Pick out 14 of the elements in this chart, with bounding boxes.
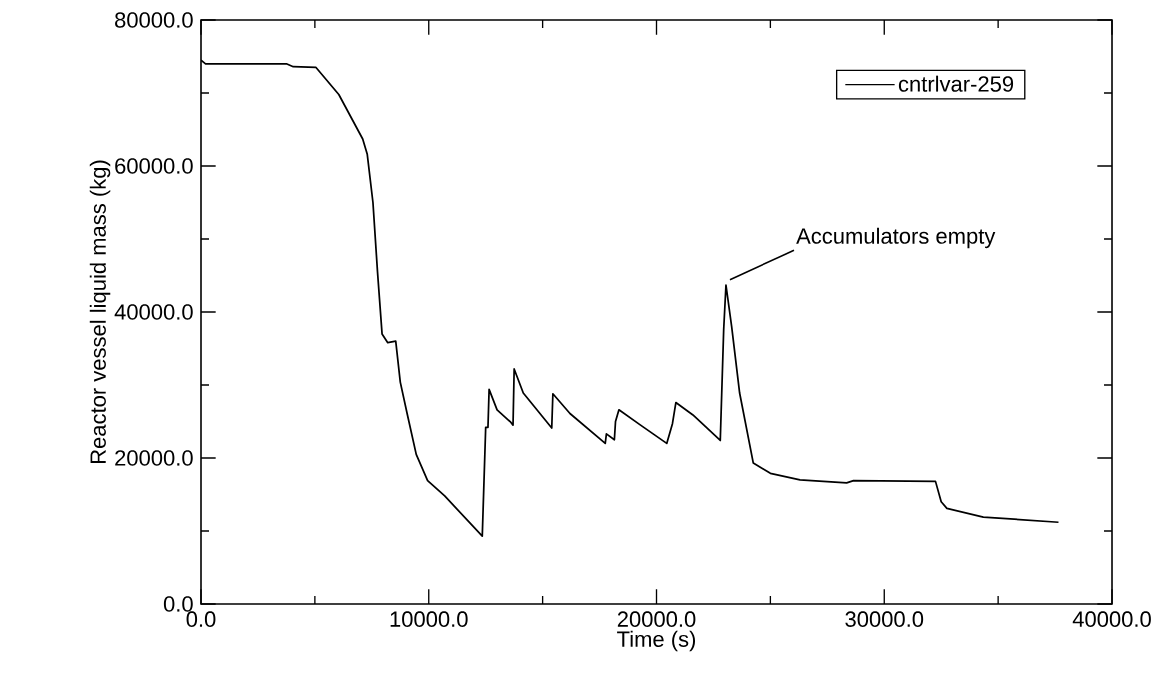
x-axis-title: Time (s) — [617, 630, 696, 652]
y-tick-label: 0.0 — [163, 596, 193, 612]
y-axis-title: Reactor vessel liquid mass (kg) — [89, 160, 111, 464]
x-tick-label: 30000.0 — [845, 611, 924, 627]
x-tick-label: 40000.0 — [1072, 611, 1151, 627]
y-tick-label: 60000.0 — [115, 158, 193, 174]
x-tick-label: 20000.0 — [617, 611, 696, 627]
y-tick-label: 80000.0 — [115, 12, 193, 28]
y-tick-label: 20000.0 — [115, 450, 193, 466]
y-tick-label: 40000.0 — [114, 304, 193, 320]
annotation: Accumulators empty — [796, 227, 996, 249]
legend-label: cntrlvar-259 — [898, 75, 1014, 92]
x-tick-label: 0.0 — [186, 611, 216, 627]
x-tick-label: 10000.0 — [390, 611, 468, 627]
